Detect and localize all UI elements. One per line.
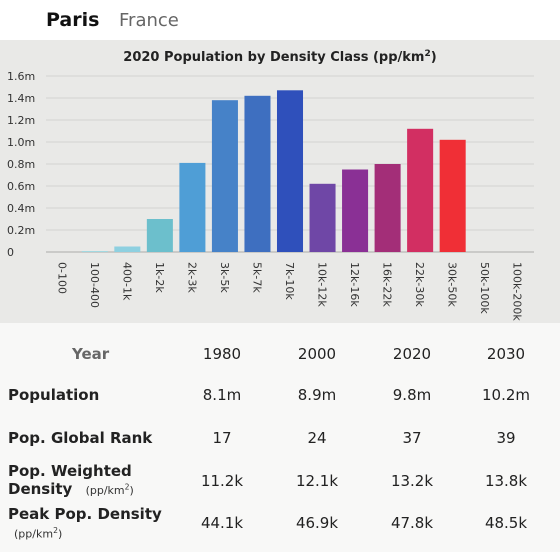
- y-tick-label: 1.2m: [7, 114, 35, 127]
- bar-400-1k: [114, 246, 141, 252]
- peak-density-2030: 48.5k: [484, 514, 528, 532]
- year-2000: 2000: [297, 345, 337, 363]
- y-tick-label: 0.2m: [7, 224, 35, 237]
- stats-table: Year 1980 2000 2020 2030 Population 8.1m…: [0, 323, 560, 552]
- x-tick-label: 400-1k: [120, 262, 133, 301]
- rank-2020: 37: [402, 429, 422, 447]
- x-tick-label: 30k-50k: [446, 262, 459, 307]
- x-tick-label: 10k-12k: [316, 262, 329, 307]
- header: Paris France: [0, 0, 560, 40]
- x-tick-label: 50k-100k: [478, 262, 491, 314]
- x-tick-label: 2k-3k: [185, 262, 198, 293]
- x-tick-label: 3k-5k: [218, 262, 231, 293]
- y-tick-label: 0.8m: [7, 158, 35, 171]
- chart-title: 2020 Population by Density Class (pp/km2…: [123, 49, 436, 65]
- x-tick-label: 5k-7k: [250, 262, 263, 293]
- y-tick-label: 1.0m: [7, 136, 35, 149]
- year-1980: 1980: [202, 345, 242, 363]
- y-tick-label: 1.4m: [7, 92, 35, 105]
- population-1980: 8.1m: [202, 386, 242, 404]
- rank-2030: 39: [496, 429, 516, 447]
- weighted-density-2030: 13.8k: [484, 472, 528, 490]
- bar-1k-2k: [146, 219, 173, 252]
- x-tick-label: 1k-2k: [153, 262, 166, 293]
- chart-svg: 2020 Population by Density Class (pp/km2…: [7, 49, 534, 321]
- population-2030: 10.2m: [481, 386, 530, 404]
- country-name: France: [119, 10, 179, 31]
- peak-density-1980: 44.1k: [200, 514, 244, 532]
- bar-30k-50k: [439, 139, 466, 252]
- weighted-density-2000: 12.1k: [295, 472, 339, 490]
- density-chart: 2020 Population by Density Class (pp/km2…: [0, 40, 560, 323]
- population-2000: 8.9m: [297, 386, 337, 404]
- population-label: Population: [8, 386, 100, 404]
- x-tick-label: 22k-30k: [413, 262, 426, 307]
- peak-density-2020: 47.8k: [390, 514, 434, 532]
- bar-10k-12k: [309, 183, 336, 252]
- x-tick-label: 100-400: [88, 262, 101, 308]
- population-2020: 9.8m: [392, 386, 432, 404]
- peak-density-2000: 46.9k: [295, 514, 339, 532]
- bar-3k-5k: [211, 100, 238, 252]
- x-tick-label: 16k-22k: [381, 262, 394, 307]
- weighted-density-label-2: Density (pp/km2): [8, 480, 134, 498]
- year-header: Year: [72, 345, 110, 363]
- x-tick-label: 7k-10k: [283, 262, 296, 300]
- rank-2000: 24: [307, 429, 327, 447]
- x-tick-label: 12k-16k: [348, 262, 361, 307]
- year-2020: 2020: [392, 345, 432, 363]
- bars: [81, 90, 466, 252]
- y-axis: 0 0.2m 0.4m 0.6m 0.8m 1.0m 1.2m 1.4m 1.6m: [7, 70, 35, 259]
- peak-density-label: Peak Pop. Density: [8, 505, 162, 523]
- y-tick-label: 0.4m: [7, 202, 35, 215]
- bar-12k-16k: [342, 169, 369, 252]
- weighted-density-label: Pop. Weighted: [8, 462, 132, 480]
- x-tick-label: 100k-200k: [511, 262, 524, 321]
- y-tick-label: 1.6m: [7, 70, 35, 83]
- bar-100-400: [81, 251, 108, 252]
- year-2030: 2030: [486, 345, 526, 363]
- bar-16k-22k: [374, 164, 401, 252]
- bar-22k-30k: [407, 128, 434, 252]
- weighted-density-2020: 13.2k: [390, 472, 434, 490]
- weighted-density-1980: 11.2k: [200, 472, 244, 490]
- rank-1980: 17: [212, 429, 232, 447]
- bar-5k-7k: [244, 95, 271, 252]
- x-tick-label: 0-100: [55, 262, 68, 294]
- bar-7k-10k: [276, 90, 304, 252]
- y-tick-label: 0: [7, 246, 14, 259]
- y-tick-label: 0.6m: [7, 180, 35, 193]
- rank-label: Pop. Global Rank: [8, 429, 153, 447]
- x-axis: 0-100 100-400 400-1k 1k-2k 2k-3k 3k-5k 5k-7k 7k…: [55, 262, 523, 321]
- peak-density-unit: (pp/km2): [14, 526, 63, 541]
- bar-2k-3k: [179, 162, 206, 252]
- city-name: Paris: [46, 9, 100, 31]
